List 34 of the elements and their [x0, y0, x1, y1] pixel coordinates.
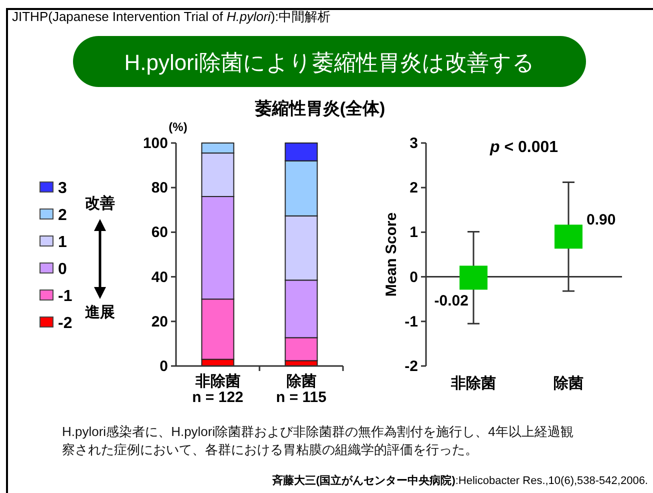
y-axis-title: (%) — [168, 120, 188, 134]
legend-label: -1 — [58, 288, 72, 305]
y-tick-label: 60 — [151, 224, 168, 242]
x-tick-label: 除菌 n = 115 — [276, 373, 326, 406]
legend-label: 1 — [58, 234, 67, 251]
y-axis-title: Mean Score — [383, 212, 400, 297]
data-label: 0.90 — [586, 212, 616, 229]
data-label: -0.02 — [434, 292, 468, 310]
chart-subtitle: 萎縮性胃炎(全体) — [254, 99, 386, 118]
text: H.pylori感染者に、H.pylori除菌群および非除菌群の無作為割付を施行し、4年以上経過観察された症例において、各群における胃粘膜の組織学的評価を行った。 — [62, 423, 574, 459]
y-tick-label: 1 — [410, 224, 418, 242]
legend-label: 0 — [58, 261, 67, 278]
y-tick-label: 20 — [151, 313, 168, 330]
x-tick-label: 非除菌 n = 122 — [192, 373, 244, 406]
y-tick-label: 40 — [151, 268, 168, 286]
y-tick-label: 2 — [410, 180, 418, 197]
y-tick-label: 0 — [410, 268, 418, 286]
chart-title: H.pylori除菌により萎縮性胃炎は改善する — [124, 50, 535, 75]
text: JITHP(Japanese Intervention Trial of H.pylori):中間解析 — [12, 9, 331, 24]
y-tick-label: 3 — [410, 135, 418, 152]
legend-label: 3 — [58, 180, 67, 197]
text: 斉藤大三(国立がんセンター中央病院):Helicobacter Res.,10(6),538-542,2006. — [272, 474, 648, 487]
annotation: p < 0.001 — [488, 139, 558, 156]
y-tick-label: -2 — [404, 358, 418, 375]
y-tick-label: 100 — [142, 135, 168, 152]
legend-label: 2 — [58, 207, 67, 224]
text: 改善 — [85, 194, 115, 212]
legend-label: -2 — [58, 315, 72, 332]
y-tick-label: 0 — [160, 358, 168, 375]
x-tick-label: 除菌 — [554, 375, 584, 392]
y-tick-label: 80 — [151, 180, 168, 197]
text: 進展 — [84, 304, 115, 321]
y-tick-label: -1 — [404, 313, 418, 330]
x-tick-label: 非除菌 — [450, 375, 496, 392]
